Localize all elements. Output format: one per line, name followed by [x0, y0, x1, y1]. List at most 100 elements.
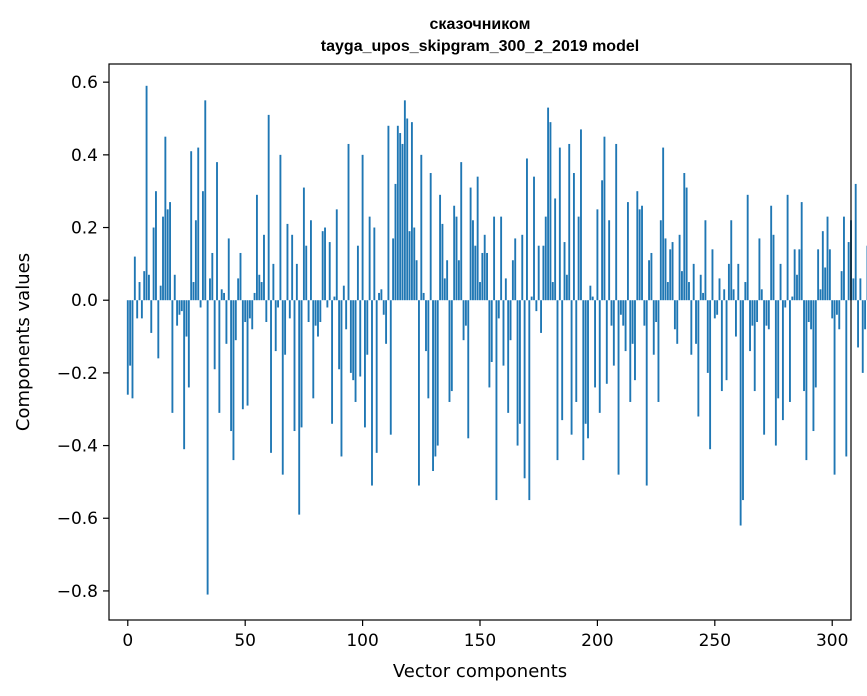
bar	[551, 282, 554, 301]
chart-subtitle: tayga_upos_skipgram_300_2_2019 model	[321, 38, 639, 55]
bar	[744, 282, 747, 301]
bar	[622, 300, 625, 326]
bar	[145, 85, 148, 301]
bar	[150, 300, 153, 333]
bar	[169, 202, 171, 301]
bar	[511, 260, 514, 301]
bar	[237, 278, 240, 301]
bar	[835, 300, 838, 315]
bar	[685, 187, 688, 301]
bar	[129, 300, 132, 366]
bar	[288, 300, 291, 319]
bar	[291, 234, 294, 301]
y-tick-label: −0.4	[57, 437, 98, 457]
bar	[314, 300, 317, 326]
bar	[389, 300, 392, 435]
bar	[852, 278, 855, 301]
bar	[678, 234, 681, 301]
bar	[857, 300, 859, 348]
bar	[537, 245, 540, 301]
bar	[648, 260, 650, 301]
bar	[380, 289, 383, 301]
bar	[209, 278, 211, 301]
bar	[831, 300, 834, 319]
bar	[263, 234, 265, 301]
bar	[547, 107, 550, 301]
bar	[824, 267, 827, 301]
bar	[596, 209, 599, 301]
bar	[572, 173, 575, 301]
bar	[650, 252, 653, 301]
bar	[542, 245, 545, 301]
bar	[448, 300, 451, 402]
bar	[356, 245, 359, 301]
bar	[821, 231, 824, 301]
bar	[587, 300, 589, 439]
bar	[636, 191, 639, 301]
bar	[415, 260, 418, 301]
bar	[300, 300, 303, 428]
bar	[526, 158, 528, 301]
bar	[385, 300, 388, 344]
bar	[509, 300, 512, 341]
bar	[281, 300, 284, 475]
bar	[185, 300, 188, 337]
bar	[373, 227, 376, 301]
bar	[331, 300, 334, 424]
bar	[382, 300, 385, 315]
bar	[713, 300, 716, 319]
bar	[321, 231, 324, 301]
bar	[601, 180, 604, 301]
bar	[230, 300, 233, 432]
bar	[227, 238, 230, 301]
bar	[756, 300, 759, 323]
plot-area-frame	[108, 63, 852, 621]
bar	[483, 234, 486, 301]
bar	[335, 209, 338, 301]
bar	[518, 300, 521, 424]
bar	[265, 300, 268, 323]
bar	[594, 300, 596, 388]
bar	[342, 285, 345, 301]
bar	[584, 300, 587, 424]
bar	[328, 242, 331, 301]
bar	[364, 300, 366, 428]
bar	[234, 300, 237, 341]
bar	[528, 300, 531, 501]
bar	[178, 300, 181, 315]
bar	[859, 278, 862, 301]
bar	[441, 223, 444, 301]
bar	[789, 300, 791, 402]
bar	[800, 202, 803, 301]
bar	[699, 274, 702, 301]
bar	[216, 162, 218, 301]
bar	[307, 300, 310, 323]
bar	[204, 100, 207, 301]
bar	[692, 263, 695, 301]
bar	[378, 292, 380, 301]
bar	[753, 300, 756, 392]
bar	[810, 300, 813, 330]
bar	[730, 220, 733, 301]
bar	[375, 300, 378, 453]
bar	[253, 292, 256, 301]
y-axis-ticks: −0.8 −0.6 −0.4 −0.2 0.0 0.2 0.4 0.6	[57, 73, 109, 602]
bar	[427, 300, 430, 399]
bar	[521, 234, 524, 301]
bar	[742, 300, 744, 501]
bar	[171, 300, 174, 413]
bar	[697, 300, 700, 417]
bar	[793, 249, 796, 301]
bar	[155, 191, 157, 301]
bar	[199, 300, 202, 308]
bar	[561, 300, 564, 421]
bar	[603, 136, 606, 301]
y-tick-label: 0.0	[71, 291, 98, 311]
bar	[617, 300, 620, 475]
bar	[436, 300, 439, 446]
bar	[840, 271, 843, 301]
bar	[629, 300, 632, 402]
bar	[298, 300, 301, 515]
bar	[410, 122, 413, 301]
bar	[798, 249, 801, 301]
